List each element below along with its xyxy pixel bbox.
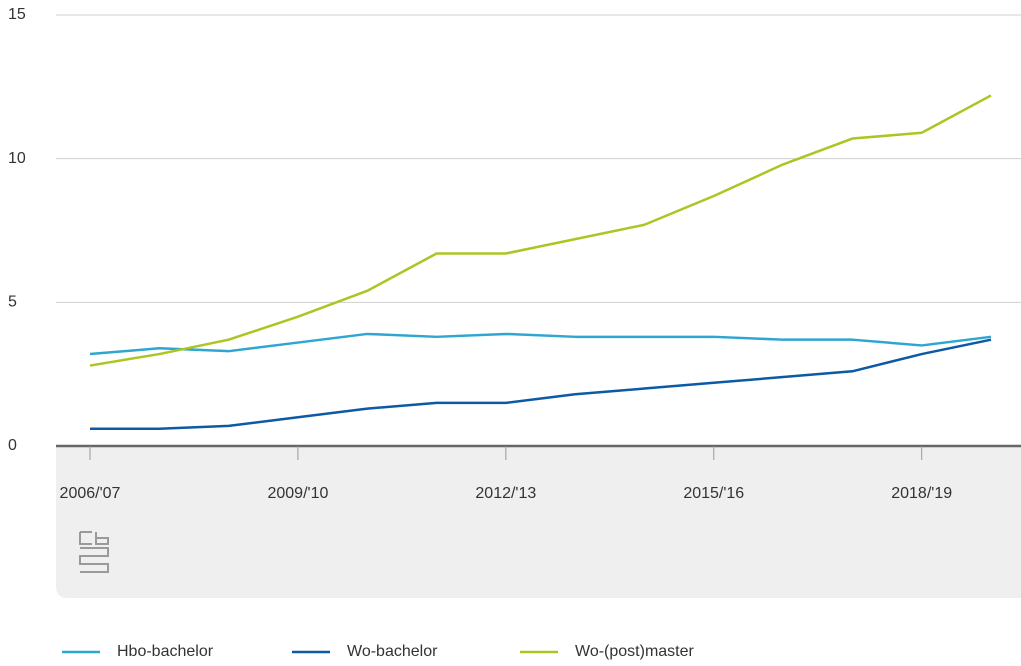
y-tick-label: 15 <box>8 6 26 23</box>
series-line <box>89 332 992 356</box>
cbs-logo <box>79 531 109 573</box>
x-tick-label: 2015/'16 <box>683 485 744 502</box>
x-tick-label: 2018/'19 <box>891 485 952 502</box>
series-line <box>89 94 992 367</box>
y-tick-label: 0 <box>8 437 17 454</box>
axis-panel <box>56 446 1021 598</box>
y-tick-label: 10 <box>8 150 26 167</box>
legend-label: Wo-bachelor <box>347 643 438 660</box>
legend-label: Wo-(post)master <box>575 643 695 660</box>
x-tick-label: 2009/'10 <box>267 485 328 502</box>
legend-label: Hbo-bachelor <box>117 643 214 660</box>
series-line <box>90 338 992 431</box>
x-tick-label: 2006/'07 <box>60 485 121 502</box>
y-tick-label: 5 <box>8 294 17 311</box>
x-tick-label: 2012/'13 <box>475 485 536 502</box>
